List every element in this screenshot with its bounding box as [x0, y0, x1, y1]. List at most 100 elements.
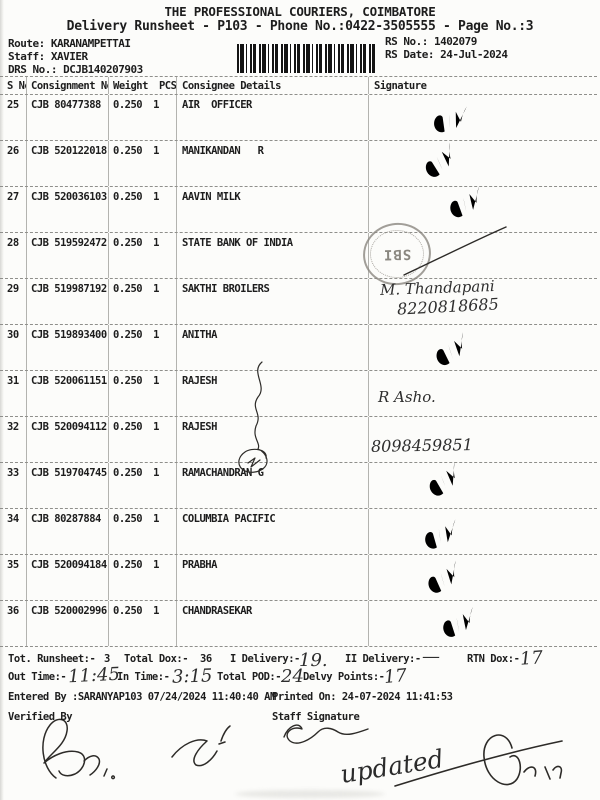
i-delivery-handwritten: 19. — [299, 650, 328, 671]
cell-pcs: 1 — [153, 283, 159, 295]
cell-signature — [369, 463, 597, 508]
barcode — [237, 44, 375, 73]
cell-pcs: 1 — [153, 329, 159, 341]
cell-pcs: 1 — [153, 513, 159, 525]
verified-by-signature-2 — [171, 725, 231, 767]
cell-weight-pcs: 0.250 1 — [109, 463, 177, 508]
page-title: THE PROFESSIONAL COURIERS, COIMBATORE — [164, 4, 436, 19]
cell-signature — [369, 555, 597, 600]
table-row: 32 CJB 520094112 0.250 1 RAJESH — [0, 417, 597, 463]
cell-weight-pcs: 0.250 1 — [109, 601, 177, 646]
header-weight-pcs: Weight PCS — [109, 77, 177, 94]
cell-weight: 0.250 — [113, 513, 143, 525]
cell-weight-pcs: 0.250 1 — [109, 509, 177, 554]
scan-smudge-artifact — [235, 790, 385, 798]
rs-no-field: RS No.: 1402079 — [385, 35, 477, 48]
cell-consignee: RAMACHANDRAN G — [177, 463, 369, 508]
ii-delivery-handwritten: — — [422, 646, 440, 667]
cell-weight: 0.250 — [113, 605, 143, 617]
cell-weight-pcs: 0.250 1 — [109, 279, 177, 324]
cell-weight: 0.250 — [113, 559, 143, 571]
cell-pcs: 1 — [153, 421, 159, 433]
cell-weight-pcs: 0.250 1 — [109, 371, 177, 416]
table-row: 30 CJB 519893400 0.250 1 ANITHA — [0, 325, 597, 371]
cell-s-no: 32 — [0, 417, 27, 462]
cell-weight-pcs: 0.250 1 — [109, 417, 177, 462]
total-dox-label: Total Dox:- — [124, 653, 189, 665]
cell-weight-pcs: 0.250 1 — [109, 141, 177, 186]
table-row: 35 CJB 520094184 0.250 1 PRABHA — [0, 555, 597, 601]
cell-pcs: 1 — [153, 559, 159, 571]
cell-weight: 0.250 — [113, 467, 143, 479]
route-value: KARANAMPETTAI — [50, 37, 131, 50]
staff-field: Staff: XAVIER — [8, 50, 88, 63]
table-row: 28 CJB 519592472 0.250 1 STATE BANK OF IN… — [0, 233, 597, 279]
cell-consignee: SAKTHI BROILERS — [177, 279, 369, 324]
rs-date-field: RS Date: 24-Jul-2024 — [385, 48, 508, 61]
cell-weight-pcs: 0.250 1 — [109, 555, 177, 600]
cell-consignee: ANITHA — [177, 325, 369, 370]
cell-consignee: MANIKANDAN R — [177, 141, 369, 186]
footer-entered-line: Entered By :SARANYAP103 07/24/2024 11:40… — [0, 691, 600, 709]
cell-consignee: RAJESH — [177, 371, 369, 416]
rs-no-label: RS No.: — [385, 35, 434, 48]
footer-totals-line: Tot. Runsheet:- 3 Total Dox:- 36 I Deliv… — [0, 653, 600, 671]
header-consignment-no: Consignment No — [27, 77, 109, 94]
staff-value: XAVIER — [50, 50, 88, 63]
cell-consignee: COLUMBIA PACIFIC — [177, 509, 369, 554]
cell-s-no: 36 — [0, 601, 27, 646]
cell-signature — [369, 141, 597, 186]
table-body: 25 CJB 80477388 0.250 1 AIR OFFICER 26 CJ… — [0, 95, 597, 647]
cell-weight: 0.250 — [113, 99, 143, 111]
cell-pcs: 1 — [153, 605, 159, 617]
cell-weight-pcs: 0.250 1 — [109, 95, 177, 140]
signature-phone-row32: 8098459851 — [370, 435, 473, 456]
page-subtitle: Delivery Runsheet - P103 - Phone No.:042… — [66, 19, 534, 34]
cell-pcs: 1 — [153, 375, 159, 387]
cell-consignment-no: CJB 520061151 — [27, 371, 109, 416]
footer-times-line: Out Time:- In Time:- Total POD:- Delvy P… — [0, 671, 600, 689]
table-row: 36 CJB 520002996 0.250 1 CHANDRASEKAR — [0, 601, 597, 647]
delvy-points-handwritten: 17 — [383, 665, 408, 688]
cell-signature — [369, 325, 597, 370]
rs-date-label: RS Date: — [385, 48, 441, 61]
cell-s-no: 31 — [0, 371, 27, 416]
table-row: 29 CJB 519987192 0.250 1 SAKTHI BROILERS — [0, 279, 597, 325]
drs-no-label: DRS No.: — [8, 63, 64, 76]
cell-s-no: 27 — [0, 187, 27, 232]
cell-consignment-no: CJB 519704745 — [27, 463, 109, 508]
cell-signature — [369, 95, 597, 140]
cell-s-no: 35 — [0, 555, 27, 600]
table-header-row: S No Consignment No Weight PCS Consignee … — [0, 76, 597, 95]
rtn-dox-label: RTN Dox:- — [467, 653, 520, 665]
cell-pcs: 1 — [153, 191, 159, 203]
cell-s-no: 26 — [0, 141, 27, 186]
printed-on-text: Printed On: 24-07-2024 11:41:53 — [272, 691, 453, 703]
table-row: 25 CJB 80477388 0.250 1 AIR OFFICER — [0, 95, 597, 141]
out-time-label: Out Time:- — [8, 671, 67, 683]
cell-weight: 0.250 — [113, 375, 143, 387]
route-label: Route: — [8, 37, 51, 50]
cell-weight: 0.250 — [113, 191, 143, 203]
route-field: Route: KARANAMPETTAI — [8, 37, 131, 50]
cell-weight: 0.250 — [113, 145, 143, 157]
out-time-handwritten: 11:45 — [67, 663, 121, 688]
cell-weight-pcs: 0.250 1 — [109, 233, 177, 278]
staff-label: Staff: — [8, 50, 51, 63]
rtn-dox-handwritten: 17 — [519, 647, 544, 670]
cell-consignee: PRABHA — [177, 555, 369, 600]
header-s-no: S No — [0, 77, 27, 94]
cell-consignment-no: CJB 519592472 — [27, 233, 109, 278]
table-row: 31 CJB 520061151 0.250 1 RAJESH — [0, 371, 597, 417]
table-row: 34 CJB 80287884 0.250 1 COLUMBIA PACIFIC — [0, 509, 597, 555]
i-delivery-label: I Delivery:- — [230, 653, 300, 665]
entered-by-text: Entered By :SARANYAP103 07/24/2024 11:40… — [8, 691, 276, 703]
drs-no-field: DRS No.: DCJB140207903 — [8, 63, 143, 76]
consignment-table: S No Consignment No Weight PCS Consignee … — [0, 76, 597, 647]
cell-pcs: 1 — [153, 145, 159, 157]
cell-weight: 0.250 — [113, 237, 143, 249]
cell-consignment-no: CJB 519987192 — [27, 279, 109, 324]
header-consignee: Consignee Details — [177, 77, 369, 94]
rs-date-value: 24-Jul-2024 — [440, 48, 508, 61]
tot-runsheet-label: Tot. Runsheet:- — [8, 653, 96, 665]
